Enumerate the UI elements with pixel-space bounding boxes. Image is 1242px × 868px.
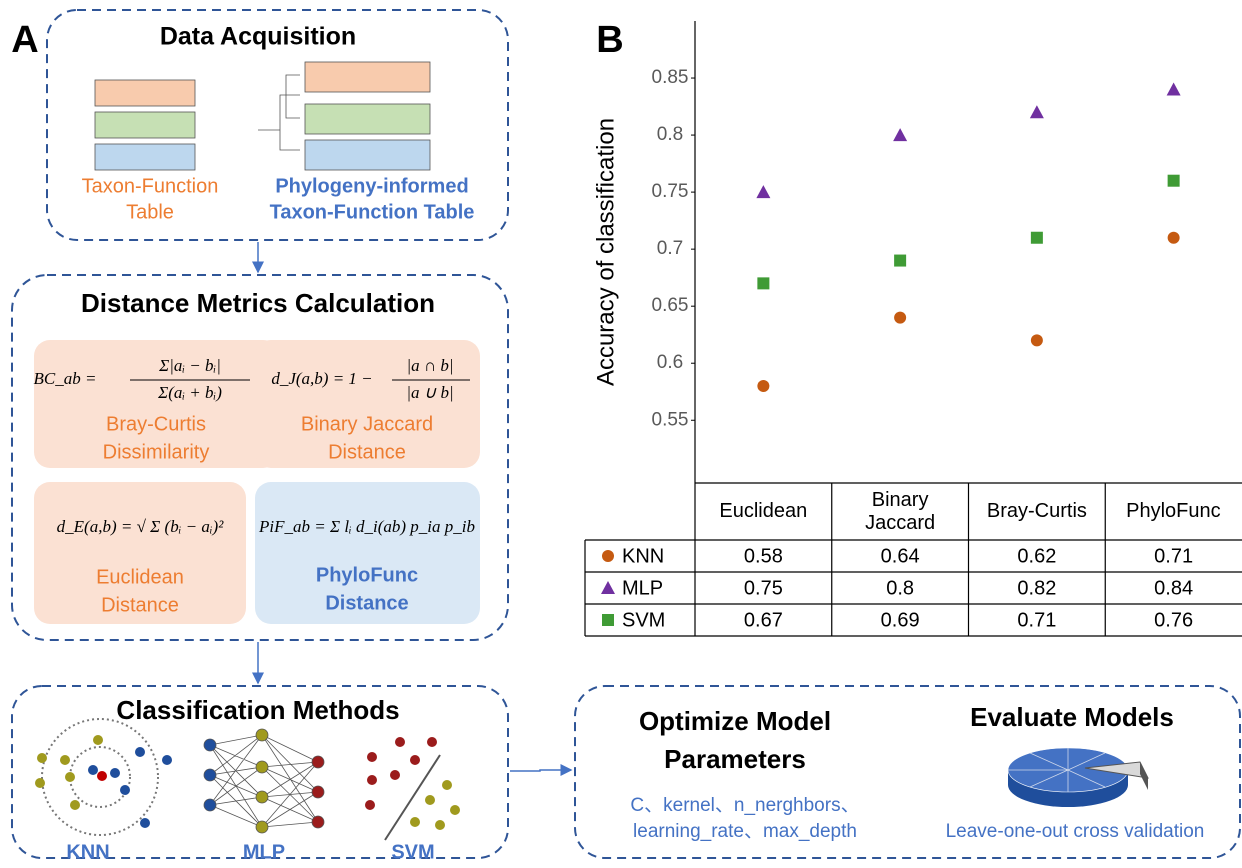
parameters: learning_rate、max_depth — [633, 821, 857, 842]
formula: Σ|aᵢ − bᵢ| — [158, 356, 221, 375]
table-value: 0.8 — [886, 577, 914, 599]
box — [11, 274, 509, 641]
formula: d_E(a,b) = √ Σ (bᵢ − aᵢ)² — [57, 517, 225, 536]
table-value: 0.75 — [744, 577, 783, 599]
metric-name: Euclidean — [96, 566, 184, 588]
table-value: 0.76 — [1154, 609, 1193, 631]
panel-label: A — [11, 19, 38, 61]
section-title: Optimize Model — [639, 706, 831, 736]
metric-box — [34, 482, 246, 624]
y-tick-label: 0.65 — [652, 295, 689, 316]
point — [894, 254, 907, 267]
mlp-icon — [203, 728, 325, 834]
legend-label: SVM — [622, 609, 665, 631]
y-tick-label: 0.75 — [652, 181, 689, 202]
metric-name: Dissimilarity — [103, 441, 210, 463]
formula: |a ∪ b| — [406, 383, 453, 402]
point — [894, 311, 907, 324]
point — [1167, 174, 1180, 187]
table-value: 0.82 — [1017, 577, 1056, 599]
point — [756, 185, 771, 199]
formula: PiF_ab = Σ lᵢ d_i(ab) p_ia p_ib — [258, 517, 475, 536]
formula: |a ∩ b| — [406, 356, 453, 375]
table-name: Table — [126, 201, 174, 223]
y-tick-label: 0.55 — [652, 409, 689, 430]
table-icon — [94, 61, 431, 171]
box — [11, 685, 509, 859]
point — [757, 380, 770, 393]
section-title: Evaluate Models — [970, 702, 1174, 732]
box — [46, 9, 509, 241]
section-title: Classification Methods — [116, 695, 399, 725]
method-name: MLP — [243, 841, 285, 863]
method-name: KNN — [66, 841, 109, 863]
point — [1030, 231, 1043, 244]
metric-name: Binary Jaccard — [301, 413, 433, 435]
table-name: Taxon-Function — [82, 175, 219, 197]
table-name: Phylogeny-informed — [275, 175, 468, 197]
arrow — [510, 764, 573, 776]
y-tick-label: 0.6 — [657, 352, 683, 373]
box — [574, 685, 1241, 859]
y-tick-label: 0.85 — [652, 67, 689, 88]
legend-label: MLP — [622, 577, 663, 599]
formula: d_J(a,b) = 1 − — [271, 369, 372, 388]
point — [1030, 334, 1043, 347]
formula: Σ(aᵢ + bᵢ) — [157, 383, 222, 402]
point — [1167, 231, 1180, 244]
x-tick-label: Euclidean — [719, 500, 808, 522]
pie-icon — [1007, 747, 1149, 807]
parameters: C、kernel、n_nerghbors、 — [630, 795, 859, 816]
table-value: 0.62 — [1017, 545, 1056, 567]
metric-box — [255, 340, 480, 468]
x-tick-label: Binary Jaccard — [865, 488, 936, 534]
table-value: 0.58 — [744, 545, 783, 567]
formula: BC_ab = — [34, 369, 97, 388]
panel-label: B — [596, 19, 623, 61]
point — [1029, 105, 1044, 119]
method-name: SVM — [391, 841, 434, 863]
table-name: Taxon-Function Table — [270, 201, 475, 223]
y-axis-label: Accuracy of classification — [592, 118, 619, 386]
y-tick-label: 0.8 — [657, 124, 683, 145]
table-value: 0.71 — [1017, 609, 1056, 631]
legend-label: KNN — [622, 545, 664, 567]
section-title: Data Acquisition — [160, 23, 356, 51]
x-tick-label: PhyloFunc — [1126, 500, 1221, 522]
table-value: 0.67 — [744, 609, 783, 631]
knn-icon — [35, 718, 172, 836]
svm-icon — [365, 737, 460, 841]
metric-name: PhyloFunc — [316, 564, 418, 586]
metric-box — [34, 340, 279, 468]
metric-box — [255, 482, 480, 624]
section-title: Distance Metrics Calculation — [81, 288, 435, 318]
legend-marker — [601, 581, 615, 594]
point — [757, 277, 770, 290]
table-value: 0.71 — [1154, 545, 1193, 567]
table-value: 0.84 — [1154, 577, 1193, 599]
y-tick-label: 0.7 — [657, 238, 683, 259]
x-tick-label: Bray-Curtis — [986, 500, 1087, 522]
section-title: Parameters — [664, 744, 806, 774]
metric-name: Distance — [325, 592, 408, 614]
metric-name: Bray-Curtis — [106, 413, 206, 435]
table-value: 0.69 — [881, 609, 920, 631]
table-value: 0.64 — [881, 545, 920, 567]
legend-marker — [602, 614, 614, 626]
evaluation-method: Leave-one-out cross validation — [946, 821, 1205, 842]
legend-marker — [602, 550, 614, 562]
point — [893, 128, 908, 142]
metric-name: Distance — [101, 594, 179, 616]
metric-name: Distance — [328, 441, 406, 463]
point — [1166, 82, 1181, 96]
